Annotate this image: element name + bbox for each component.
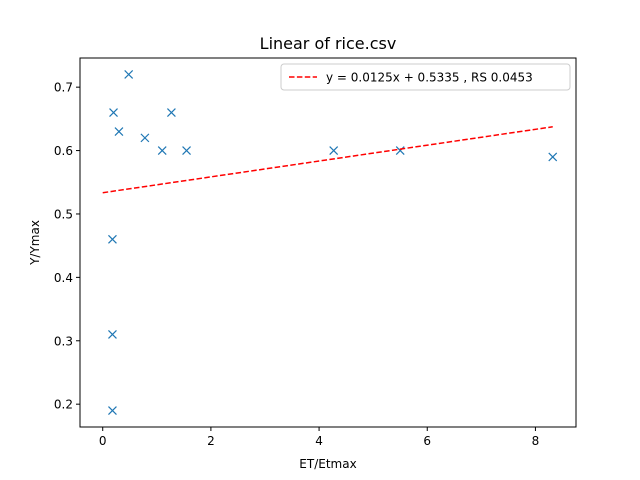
y-tick-label: 0.5: [54, 207, 73, 221]
fit-line: [102, 126, 553, 194]
legend: y = 0.0125x + 0.5335 , RS 0.0453: [280, 63, 571, 91]
data-point: [108, 330, 117, 339]
x-tick-label: 2: [207, 434, 215, 448]
y-tick-label: 0.6: [54, 144, 73, 158]
x-axis-ticks: 0 2 4 6 8: [99, 427, 539, 448]
y-tick-label: 0.7: [54, 81, 73, 95]
data-point: [548, 152, 558, 162]
chart-title: Linear of rice.csv: [260, 34, 397, 53]
data-point: [114, 127, 124, 136]
y-axis-ticks: 0.2 0.3 0.4 0.5 0.6 0.7: [54, 81, 80, 412]
x-tick-label: 4: [315, 434, 323, 448]
data-point: [166, 108, 176, 117]
y-tick-label: 0.2: [54, 398, 73, 412]
x-tick-label: 0: [99, 434, 107, 448]
legend-box: [280, 63, 571, 91]
data-point: [140, 133, 150, 143]
data-point: [124, 70, 134, 79]
data-point: [109, 108, 118, 117]
y-tick-label: 0.3: [54, 334, 73, 348]
plot-frame: [79, 57, 577, 428]
data-point: [182, 146, 191, 155]
data-point: [395, 146, 405, 155]
data-point: [329, 146, 339, 155]
legend-fit-label: y = 0.0125x + 0.5335 , RS 0.0453: [326, 71, 533, 85]
data-point: [157, 146, 167, 155]
data-point: [108, 406, 117, 415]
x-tick-label: 8: [532, 434, 540, 448]
x-tick-label: 6: [423, 434, 431, 448]
y-tick-label: 0.4: [54, 271, 73, 285]
y-axis-label: Y/Ymax: [28, 220, 42, 266]
plot-marks: [102, 70, 558, 415]
data-point: [108, 234, 117, 244]
x-axis-label: ET/Etmax: [299, 457, 356, 471]
